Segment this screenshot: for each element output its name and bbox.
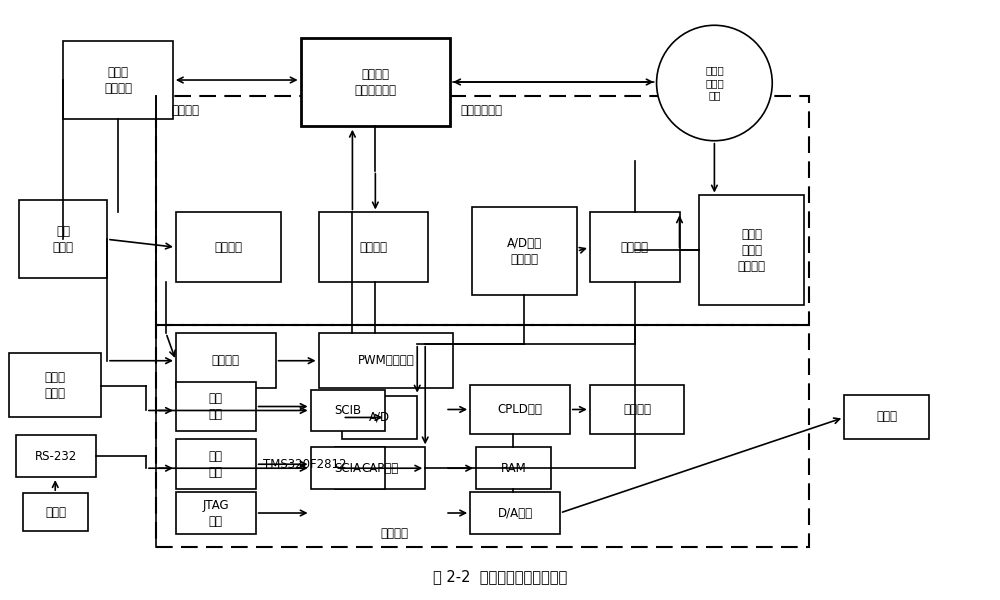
Text: 主控电路: 主控电路 xyxy=(380,527,408,540)
Circle shape xyxy=(657,25,772,141)
Bar xyxy=(23,493,88,531)
Bar xyxy=(19,200,107,278)
Bar xyxy=(476,448,551,489)
Text: 智能触
摸终端: 智能触 摸终端 xyxy=(45,371,66,400)
Bar xyxy=(472,208,577,295)
Text: 时钟
电路: 时钟 电路 xyxy=(209,392,223,421)
Bar xyxy=(319,333,453,388)
Bar xyxy=(590,212,680,282)
Text: RAM: RAM xyxy=(501,462,526,475)
Bar xyxy=(319,212,428,282)
Text: 外围电源: 外围电源 xyxy=(214,241,242,254)
Text: 外围电路: 外围电路 xyxy=(171,104,199,117)
Text: 图 2-2  控制平台总体设计框图: 图 2-2 控制平台总体设计框图 xyxy=(433,569,567,584)
Text: PWM控制信号: PWM控制信号 xyxy=(357,354,414,367)
Text: SCIB: SCIB xyxy=(334,404,361,417)
Bar xyxy=(699,196,804,305)
Bar xyxy=(311,448,385,489)
Text: JTAG
接口: JTAG 接口 xyxy=(202,499,229,527)
Bar xyxy=(63,41,173,119)
Bar xyxy=(301,38,450,126)
Text: RS-232: RS-232 xyxy=(35,450,77,463)
Text: 电力电子
变换器主电路: 电力电子 变换器主电路 xyxy=(354,68,396,97)
Text: A/D输入
调理电路: A/D输入 调理电路 xyxy=(507,237,542,266)
Bar xyxy=(470,492,560,534)
Bar xyxy=(156,325,809,547)
Bar xyxy=(342,395,417,439)
Text: 驱动电路: 驱动电路 xyxy=(359,241,387,254)
Bar xyxy=(470,385,570,434)
Text: 测速传
感器与
接口电路: 测速传 感器与 接口电路 xyxy=(738,228,766,273)
Text: A/D: A/D xyxy=(369,411,390,424)
Text: 保护显示: 保护显示 xyxy=(623,403,651,416)
Text: 主控电源: 主控电源 xyxy=(212,354,240,367)
Text: 复位
电路: 复位 电路 xyxy=(209,450,223,479)
Bar xyxy=(311,389,385,431)
Bar xyxy=(176,333,276,388)
Bar xyxy=(156,96,809,325)
Bar xyxy=(844,395,929,439)
Bar xyxy=(176,439,256,489)
Bar xyxy=(590,385,684,434)
Text: CAP辅捉: CAP辅捉 xyxy=(362,462,399,475)
Text: D/A转换: D/A转换 xyxy=(497,506,533,520)
Text: 故障保护: 故障保护 xyxy=(621,241,649,254)
Text: 示波器: 示波器 xyxy=(876,410,897,424)
Text: CPLD译码: CPLD译码 xyxy=(498,403,542,416)
Bar xyxy=(9,353,101,418)
Bar xyxy=(176,212,281,282)
Text: 蓄电池
电气负载: 蓄电池 电气负载 xyxy=(104,65,132,95)
Text: SCIA: SCIA xyxy=(334,462,361,475)
Bar xyxy=(176,492,256,534)
Bar xyxy=(16,436,96,477)
Text: 上位机: 上位机 xyxy=(45,506,66,518)
Text: 异步起
动发电
电机: 异步起 动发电 电机 xyxy=(705,65,724,100)
Text: 信号检测电路: 信号检测电路 xyxy=(460,104,502,117)
Bar xyxy=(176,382,256,431)
Bar xyxy=(335,448,425,489)
Text: 电源
适配器: 电源 适配器 xyxy=(53,225,74,254)
Text: TMS320F2812: TMS320F2812 xyxy=(263,458,346,471)
